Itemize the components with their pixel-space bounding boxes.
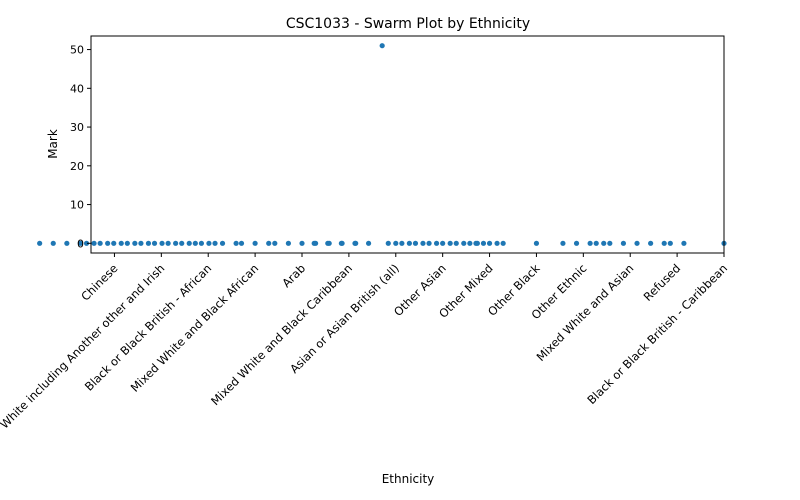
data-point — [173, 240, 179, 246]
x-tick-label: Arab — [279, 261, 308, 290]
plot-frame — [90, 35, 725, 254]
data-point — [83, 240, 90, 246]
data-point — [151, 240, 158, 246]
x-tick-label: White including Another other and Irish — [0, 261, 167, 431]
data-point — [238, 240, 245, 246]
data-point — [648, 240, 654, 246]
data-point — [311, 240, 317, 246]
data-point — [266, 240, 272, 246]
data-point — [132, 240, 138, 246]
data-point — [159, 240, 165, 246]
data-point — [352, 240, 358, 246]
y-axis: 0 10 20 30 40 50 — [70, 44, 91, 250]
data-point — [385, 240, 391, 246]
data-point — [50, 240, 56, 246]
data-point — [179, 240, 185, 246]
data-point — [198, 240, 205, 246]
data-point — [192, 240, 198, 246]
data-point — [587, 240, 593, 246]
data-point — [593, 240, 599, 246]
data-point — [105, 240, 111, 246]
chart-title: CSC1033 - Swarm Plot by Ethnicity — [286, 16, 530, 32]
data-point — [661, 240, 667, 246]
data-point — [138, 240, 144, 246]
data-point — [124, 240, 130, 246]
data-point — [620, 240, 627, 246]
data-point — [573, 240, 580, 246]
data-point — [97, 240, 103, 246]
x-tick-label: Chinese — [78, 261, 120, 303]
data-point — [325, 240, 331, 246]
data-point — [399, 240, 405, 246]
data-point — [500, 240, 506, 246]
y-tick-label: 30 — [70, 121, 84, 134]
data-point — [77, 240, 84, 246]
y-tick-label: 40 — [70, 82, 84, 95]
y-tick-label: 20 — [70, 160, 84, 173]
y-tick-label: 10 — [70, 199, 84, 212]
data-point — [461, 240, 467, 246]
data-point — [467, 240, 473, 246]
data-point — [393, 240, 399, 246]
data-point — [233, 240, 239, 246]
data-point — [601, 240, 607, 246]
data-point — [560, 240, 566, 246]
data-point — [607, 240, 613, 246]
data-point — [145, 240, 152, 246]
data-point — [252, 240, 258, 246]
data-point — [681, 240, 687, 246]
y-axis-label: Mark — [46, 129, 60, 159]
data-point — [212, 240, 218, 246]
data-point — [165, 240, 171, 246]
data-point — [440, 240, 446, 246]
x-tick-label: Refused — [641, 261, 684, 304]
data-point — [299, 240, 305, 246]
data-point — [667, 240, 673, 246]
data-point — [118, 240, 124, 246]
data-point — [494, 240, 500, 246]
data-point — [91, 240, 97, 246]
x-tick-label: Mixed White and Asian — [534, 261, 637, 364]
y-tick-label: 0 — [77, 237, 84, 250]
data-point — [379, 43, 385, 49]
data-point — [480, 240, 487, 246]
data-point — [206, 240, 212, 246]
data-point — [365, 240, 372, 246]
y-tick-label: 50 — [70, 44, 84, 57]
x-axis-label: Ethnicity — [382, 472, 435, 486]
data-point — [272, 240, 278, 246]
data-point — [285, 240, 292, 246]
data-point — [420, 240, 426, 246]
data-point — [406, 240, 412, 246]
data-point — [533, 240, 540, 246]
data-point — [338, 240, 344, 246]
data-point — [486, 240, 493, 246]
data-point — [473, 240, 479, 246]
data-point — [634, 240, 640, 246]
data-point — [426, 240, 432, 246]
data-point — [111, 240, 117, 246]
data-point — [447, 240, 453, 246]
plot-points — [37, 43, 727, 246]
data-point — [186, 240, 192, 246]
data-point — [64, 240, 70, 246]
data-point — [219, 240, 226, 246]
data-point — [453, 240, 459, 246]
data-point — [433, 240, 440, 246]
data-point — [412, 240, 419, 246]
data-point — [37, 240, 43, 246]
